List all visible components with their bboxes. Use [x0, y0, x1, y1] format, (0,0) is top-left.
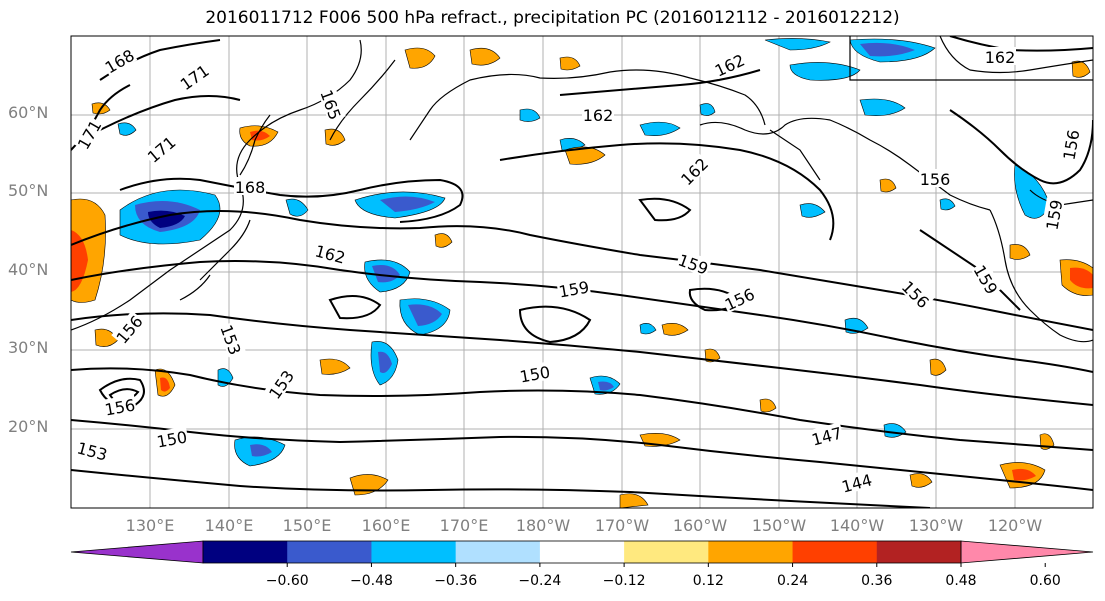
lon-label-130w: 130°W: [908, 516, 964, 535]
contour-label: 156: [920, 170, 951, 189]
colorbar-tick-label: 0.36: [861, 573, 893, 589]
contour-label-bg: [142, 131, 179, 166]
lat-label-40n: 40°N: [8, 260, 49, 279]
colorbar-tick-label: 0.48: [945, 573, 977, 589]
colorbar-tick-label: 0.12: [692, 573, 724, 589]
colorbar-tick-label: −0.12: [602, 573, 646, 589]
colorbar-tick-label: 0.60: [1029, 573, 1061, 589]
contour-label-bg: [1058, 127, 1082, 162]
lon-label-170w: 170°W: [594, 516, 650, 535]
lat-label-30n: 30°N: [8, 338, 49, 357]
contour-label-bg: [517, 361, 552, 385]
lon-label-160w: 160°W: [672, 516, 728, 535]
contour-label-bg: [720, 283, 758, 314]
lon-label-140w: 140°W: [829, 516, 885, 535]
contour-label-bg: [898, 275, 935, 312]
contour-label-bg: [710, 49, 748, 80]
lon-label-150w: 150°W: [751, 516, 807, 535]
lon-label-150e: 150°E: [282, 516, 332, 535]
colorbar-tick-label: −0.36: [434, 573, 478, 589]
map-frame: [70, 35, 1094, 509]
contour-label-bg: [556, 276, 591, 300]
contour-label-bg: [74, 437, 111, 463]
contour-label-bg: [111, 310, 146, 347]
contour-label-bg: [263, 365, 297, 403]
lon-label-160e: 160°E: [361, 516, 411, 535]
contour-label-bg: [154, 426, 189, 450]
colorbar-tick-label: −0.24: [518, 573, 562, 589]
colorbar-tick-label: −0.60: [265, 573, 309, 589]
contour-label-bg: [808, 422, 845, 448]
contour-label-bg: [317, 86, 346, 123]
contour-label-bg: [312, 240, 349, 266]
contour-label: 162: [583, 106, 614, 125]
colorbar-tick-label: −0.48: [349, 573, 393, 589]
contour-label-bg: [919, 169, 951, 187]
contour-label-bg: [102, 394, 137, 418]
contour-label-bg: [675, 249, 712, 278]
contour-label-bg: [970, 260, 1003, 298]
contour-label-bg: [838, 469, 875, 495]
lon-label-170e: 170°E: [439, 516, 489, 535]
lon-label-130e: 130°E: [125, 516, 175, 535]
precip-positive-areas: [71, 47, 1093, 508]
colorbar-tick-label: 0.24: [776, 573, 809, 589]
contour-label-bg: [984, 47, 1016, 65]
lon-label-180w: 180°W: [515, 516, 571, 535]
contour-label-bg: [72, 115, 105, 153]
lon-label-140e: 140°E: [204, 516, 254, 535]
contour-label: 168: [235, 178, 266, 197]
contour-label: 162: [985, 48, 1016, 67]
contour-label-bg: [234, 177, 266, 195]
map-title: 2016011712 F006 500 hPa refract., precip…: [205, 8, 900, 28]
contour-label-bg: [675, 152, 712, 189]
lat-label-50n: 50°N: [8, 181, 49, 200]
contour-label-bg: [100, 44, 138, 77]
lat-label-60n: 60°N: [8, 103, 49, 122]
lat-label-20n: 20°N: [8, 417, 49, 436]
contour-label-bg: [217, 321, 246, 358]
contour-label-bg: [175, 59, 213, 93]
lon-label-120w: 120°W: [987, 516, 1043, 535]
contour-label-bg: [1041, 197, 1065, 232]
coastlines: [71, 36, 1093, 343]
contour-label-bg: [582, 105, 614, 123]
